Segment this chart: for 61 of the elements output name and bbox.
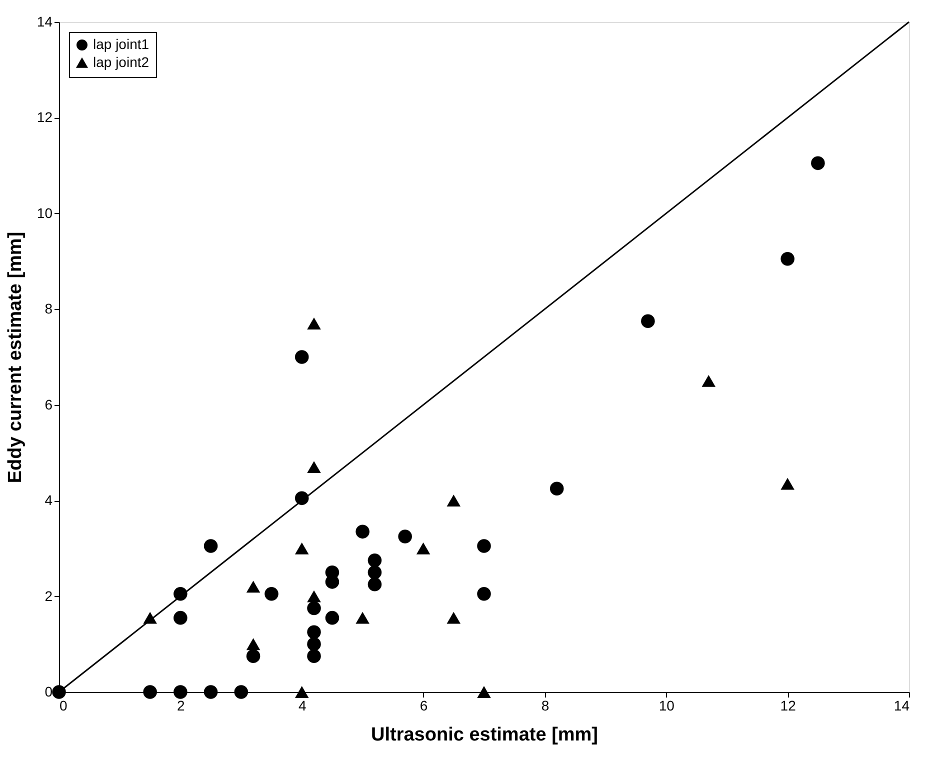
y-axis-title: Eddy current estimate [mm]: [4, 232, 26, 484]
y-tick-label: 0: [44, 684, 53, 700]
y-tick-label: 10: [36, 204, 53, 221]
point: [446, 494, 461, 507]
point: [264, 587, 278, 601]
point: [641, 314, 655, 328]
x-tick-label: 12: [780, 698, 796, 714]
y-tick-label: 8: [44, 300, 53, 317]
y-tick-label: 14: [36, 14, 53, 30]
x-tick-label: 14: [894, 698, 910, 714]
x-tick-label: 10: [658, 698, 675, 714]
point: [446, 612, 461, 624]
point: [246, 580, 260, 593]
point: [356, 612, 370, 624]
point: [143, 685, 157, 699]
point: [416, 542, 430, 554]
point: [294, 686, 309, 698]
y-tick-label: 6: [44, 396, 53, 412]
x-axis-title: Ultrasonic estimate [mm]: [370, 724, 598, 746]
x-tick-label: 8: [541, 698, 550, 714]
y-tick-label: 2: [44, 588, 53, 604]
point: [307, 601, 321, 616]
point: [398, 530, 412, 544]
point: [174, 610, 188, 625]
point: [52, 685, 66, 699]
point: [307, 649, 321, 663]
point: [294, 542, 309, 554]
x-tick-label: 2: [177, 698, 186, 714]
point: [368, 554, 382, 568]
point: [174, 685, 188, 699]
x-tick-label: 0: [60, 698, 68, 714]
point: [204, 685, 218, 699]
point: [325, 610, 340, 625]
point: [307, 590, 321, 602]
point: [368, 565, 382, 580]
point: [811, 156, 825, 170]
x-tick-label: 6: [420, 698, 428, 714]
y-tick-label: 4: [44, 492, 53, 508]
point: [477, 587, 491, 601]
legend-label: lap joint1: [93, 36, 150, 52]
point: [368, 577, 382, 592]
x-tick-label: 4: [298, 698, 306, 714]
point: [550, 482, 564, 496]
point: [307, 461, 321, 474]
point: [246, 649, 260, 663]
point: [702, 374, 716, 387]
point: [780, 252, 794, 266]
legend-label: lap joint2: [93, 54, 150, 70]
point: [325, 575, 340, 589]
point: [294, 350, 309, 364]
point: [780, 478, 794, 490]
point: [356, 524, 370, 539]
point: [307, 637, 321, 652]
point: [204, 539, 218, 553]
y-tick-label: 12: [36, 109, 53, 126]
point: [234, 685, 248, 699]
point: [477, 539, 491, 553]
point: [307, 625, 321, 640]
point: [246, 638, 260, 650]
point: [307, 318, 321, 330]
point: [477, 686, 491, 698]
